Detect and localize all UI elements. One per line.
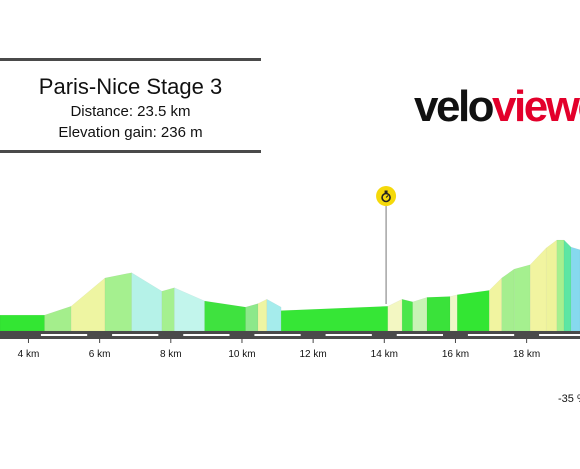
profile-segment-19: [489, 277, 502, 332]
stopwatch-icon-knob: [384, 190, 388, 193]
stage-distance: Distance: 23.5 km: [70, 103, 191, 120]
profile-segment-21: [513, 264, 531, 332]
profile-segment-7: [174, 287, 205, 332]
profile-segment-18: [456, 290, 490, 332]
profile-segment-8: [204, 300, 246, 332]
stopwatch-icon: [376, 186, 397, 206]
distance-axis: 4 km 6 km 8 km 10 km 12 km 14 km 16 km 18 km: [18, 339, 540, 360]
x-tick-label: 6 km: [89, 349, 111, 360]
x-tick-label: 12 km: [300, 349, 327, 360]
profile-segment-25: [563, 239, 572, 332]
road-stripe: [112, 334, 159, 336]
profile-segment-17: [449, 294, 458, 332]
profile-segment-5: [131, 272, 163, 332]
profile-segment-15: [412, 297, 428, 332]
x-tick-label: 8 km: [160, 349, 182, 360]
profile-segment-10: [257, 298, 268, 332]
profile-segment-14: [401, 298, 414, 332]
stopwatch-icon-face: [381, 192, 391, 203]
profile-segment-16: [426, 296, 451, 332]
stopwatch-icon-hand: [385, 195, 389, 198]
profile-segment-24: [556, 239, 565, 332]
logo-part-velo: velo: [414, 82, 495, 131]
profile-segment-11: [266, 298, 282, 332]
profile-segment-20: [501, 268, 515, 332]
x-tick-label: 14 km: [371, 349, 398, 360]
x-tick-label: 16 km: [442, 349, 469, 360]
road-bar: [0, 331, 580, 339]
gradient-legend-label: -35 %: [558, 393, 580, 405]
road-stripe: [467, 334, 515, 336]
profile-segment-4: [104, 272, 132, 332]
road-stripe: [254, 334, 301, 336]
road-stripe: [396, 334, 444, 336]
profile-segment-9: [245, 303, 259, 332]
time-check-marker: [376, 186, 397, 304]
profile-segment-2: [44, 305, 72, 332]
veloviewer-logo: veloviewe: [414, 82, 580, 132]
profile-segment-13: [387, 298, 403, 332]
logo-part-viewer: viewe: [492, 82, 580, 131]
profile-segment-26: [570, 246, 580, 332]
x-tick-label: 4 km: [18, 349, 40, 360]
profile-segment-1: [0, 314, 45, 332]
profile-segment-3: [70, 277, 106, 332]
profile-segment-12: [280, 306, 389, 332]
profile-segment-22: [529, 247, 547, 332]
stage-elevation-gain: Elevation gain: 236 m: [58, 124, 203, 141]
x-tick-label: 10 km: [228, 349, 255, 360]
profile-segment-23: [545, 239, 558, 332]
profile-segments: [0, 239, 580, 332]
road-stripe: [183, 334, 230, 336]
profile-segment-6: [161, 287, 175, 332]
road-stripe: [40, 334, 88, 336]
x-tick-label: 18 km: [513, 349, 540, 360]
stage-info-box: Paris-Nice Stage 3 Distance: 23.5 km Ele…: [0, 58, 261, 153]
road-stripe: [325, 334, 372, 336]
stage-title: Paris-Nice Stage 3: [38, 74, 223, 99]
road-stripe: [539, 334, 580, 336]
